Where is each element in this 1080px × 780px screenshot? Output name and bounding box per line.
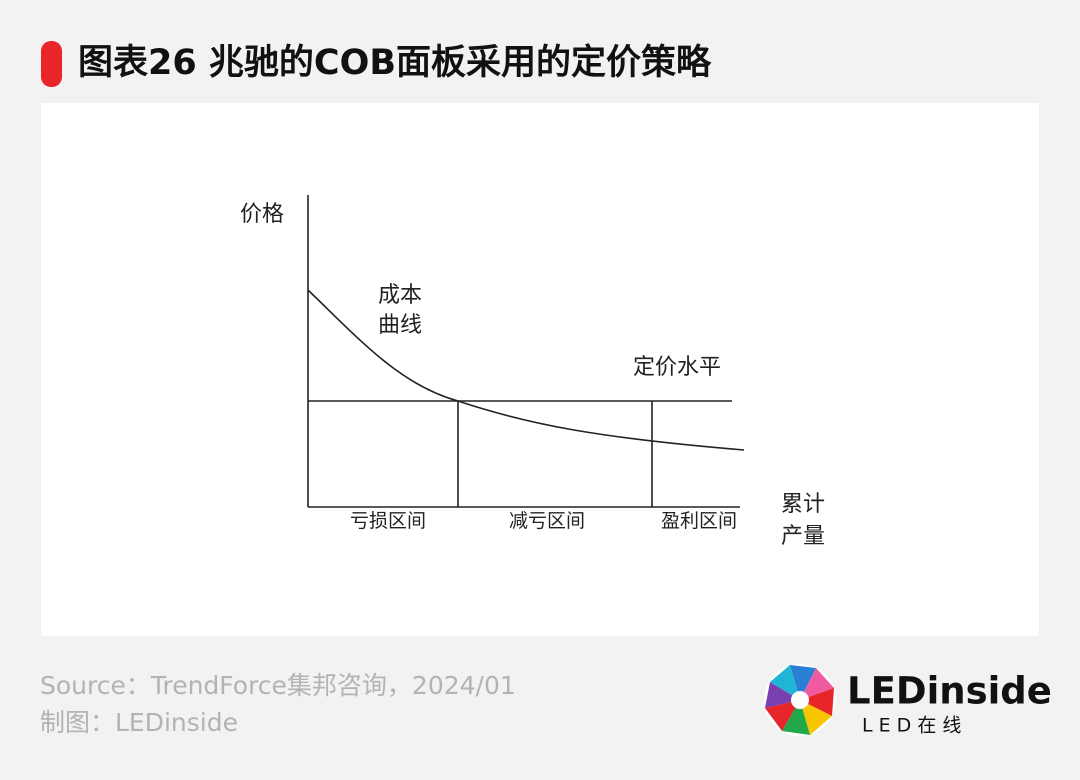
x-axis-label: 累计	[781, 492, 825, 517]
curve-label: 成本	[378, 283, 422, 308]
zone-label: 减亏区间	[509, 510, 585, 532]
source: Source：TrendForce集邦咨询，2024/01	[40, 671, 516, 700]
zone-label: 盈利区间	[661, 510, 737, 532]
panel	[41, 103, 1039, 636]
x-axis-label: 产量	[781, 524, 825, 549]
title-marker	[41, 41, 62, 87]
logo-name: LEDinside	[847, 670, 1052, 713]
credit: 制图：LEDinside	[40, 708, 238, 737]
cost-curve	[307, 289, 745, 451]
title: 图表26 兆驰的COB面板采用的定价策略	[78, 43, 712, 83]
curve-label: 曲线	[378, 313, 422, 338]
logo-icon	[764, 664, 836, 736]
y-axis-label: 价格	[240, 202, 284, 227]
diagram-lines	[307, 195, 745, 508]
logo-subtitle: L E D 在 线	[862, 715, 961, 737]
price-label: 定价水平	[633, 355, 721, 380]
zone-label: 亏损区间	[350, 510, 426, 532]
